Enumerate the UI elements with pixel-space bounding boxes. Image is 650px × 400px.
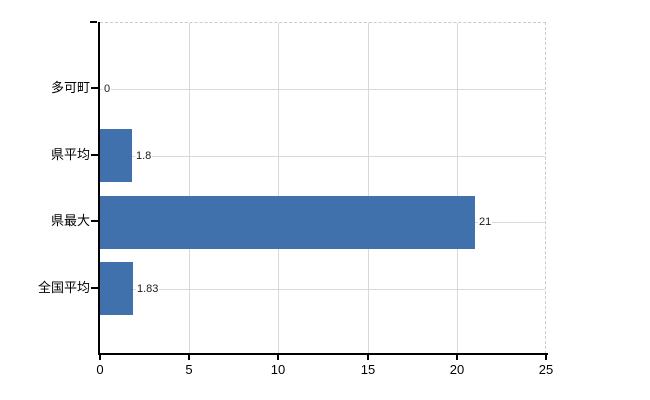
y-axis-tick bbox=[91, 87, 98, 89]
gridline-horizontal bbox=[100, 289, 545, 290]
category-label: 県平均 bbox=[50, 147, 90, 162]
y-axis-tick bbox=[91, 220, 98, 222]
gridline-vertical bbox=[189, 23, 190, 354]
x-axis-tick bbox=[456, 355, 458, 360]
y-axis-tick bbox=[91, 287, 98, 289]
gridline-vertical bbox=[368, 23, 369, 354]
value-label: 21 bbox=[478, 215, 493, 229]
gridline-vertical bbox=[278, 23, 279, 354]
x-tick-label: 25 bbox=[538, 362, 554, 377]
value-label: 1.8 bbox=[135, 149, 153, 163]
y-axis-end-tick bbox=[90, 21, 97, 23]
y-axis-tick bbox=[91, 154, 98, 156]
x-tick-label: 10 bbox=[270, 362, 286, 377]
x-axis-tick bbox=[545, 355, 547, 360]
x-tick-label: 0 bbox=[96, 362, 104, 377]
plot-area: 0 1.8 21 1.83 bbox=[100, 22, 546, 354]
category-label: 県最大 bbox=[50, 213, 90, 228]
value-label: 1.83 bbox=[136, 282, 160, 296]
x-axis-tick bbox=[188, 355, 190, 360]
gridline-horizontal bbox=[100, 89, 545, 90]
x-tick-label: 15 bbox=[360, 362, 376, 377]
category-label: 全国平均 bbox=[37, 280, 90, 295]
value-label: 0 bbox=[103, 82, 112, 96]
x-tick-label: 20 bbox=[449, 362, 465, 377]
gridline-vertical bbox=[457, 23, 458, 354]
x-tick-label: 5 bbox=[185, 362, 193, 377]
category-label: 多可町 bbox=[50, 80, 90, 95]
x-axis-tick bbox=[367, 355, 369, 360]
bar bbox=[100, 196, 475, 249]
x-axis-tick bbox=[99, 355, 101, 360]
bar bbox=[100, 262, 133, 315]
y-axis-line bbox=[98, 22, 100, 355]
bar bbox=[100, 129, 132, 182]
x-axis-line bbox=[98, 353, 548, 355]
x-axis-tick bbox=[277, 355, 279, 360]
gridline-horizontal bbox=[100, 156, 545, 157]
